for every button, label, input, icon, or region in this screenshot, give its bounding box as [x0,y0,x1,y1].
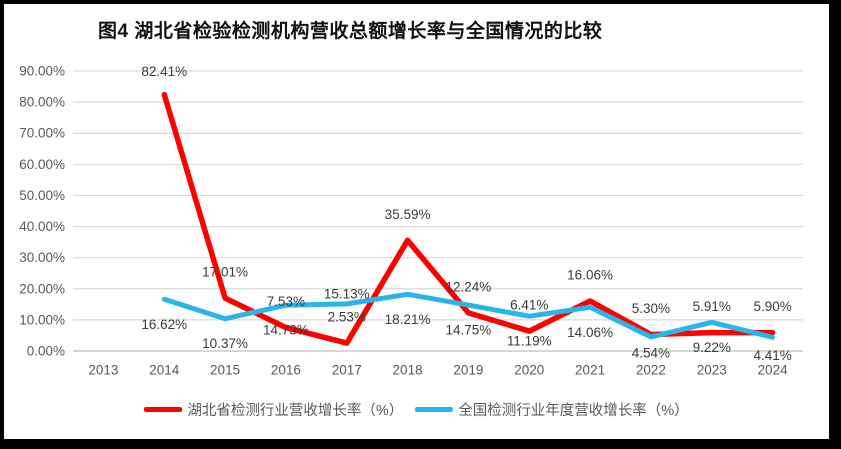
data-label: 7.53% [267,294,305,309]
legend-item-national: 全国检测行业年度营收增长率（%） [415,399,689,420]
x-axis-category-label: 2021 [575,363,605,378]
line-chart: 0.00% 10.00% 20.00% 30.00% 40.00% 50.00% 60.00… [19,64,803,378]
x-axis-category-label: 2023 [697,363,727,378]
y-axis-tick-label: 40.00% [19,219,65,234]
x-axis-category-label: 2020 [514,363,544,378]
data-label: 4.41% [753,348,791,363]
data-label: 17.01% [202,265,248,280]
data-label: 14.73% [263,323,309,338]
x-axis-category-label: 2019 [453,363,483,378]
legend-label-hubei: 湖北省检测行业营收增长率（%） [187,402,404,419]
series-line-national [161,291,776,340]
data-label: 15.13% [324,286,370,301]
data-label: 82.41% [141,64,187,79]
x-axis-category-label: 2016 [271,363,301,378]
data-label: 12.24% [446,279,492,294]
legend-line-sample-hubei-red [144,406,183,412]
chart-title: 图4 湖北省检验检测机构营收总额增长率与全国情况的比较 [98,21,603,42]
data-label: 16.62% [141,317,187,332]
data-label: 14.75% [446,323,492,338]
data-label: 35.59% [385,207,431,222]
y-axis-tick-label: 90.00% [19,64,65,79]
data-label: 14.06% [567,325,613,340]
data-label: 11.19% [507,334,552,349]
x-axis-category-label: 2015 [210,363,240,378]
data-label: 9.22% [693,340,731,355]
legend-label-national: 全国检测行业年度营收增长率（%） [458,402,689,419]
data-label: 4.54% [632,345,670,360]
legend-line-sample-national-blue [415,406,454,412]
x-axis-category-label: 2014 [149,363,180,378]
y-axis-tick-label: 0.00% [27,344,65,359]
data-label: 6.41% [510,298,548,313]
x-axis-category-label: 2013 [88,363,118,378]
data-label: 5.90% [753,299,791,314]
data-label: 2.53% [328,310,366,325]
legend-item-hubei: 湖北省检测行业营收增长率（%） [144,399,403,420]
x-axis-category-label: 2024 [758,363,789,378]
x-axis-category-label: 2022 [636,363,666,378]
y-axis-tick-label: 10.00% [19,312,65,327]
x-axis-category-label: 2017 [332,363,362,378]
y-axis-tick-label: 20.00% [19,281,65,296]
x-axis-category-label: 2018 [393,363,423,378]
data-label: 18.21% [385,312,431,327]
y-axis-tick-label: 30.00% [19,250,65,265]
y-axis-tick-label: 60.00% [19,157,65,172]
data-label: 5.30% [632,301,670,316]
data-label: 5.91% [693,299,731,314]
y-axis-tick-label: 80.00% [19,95,65,110]
data-label: 10.37% [202,336,248,351]
y-axis-tick-label: 50.00% [19,188,65,203]
data-label: 16.06% [567,268,613,283]
y-axis-tick-label: 70.00% [19,126,65,141]
chart-legend: 湖北省检测行业营收增长率（%） 全国检测行业年度营收增长率（%） [4,396,829,422]
